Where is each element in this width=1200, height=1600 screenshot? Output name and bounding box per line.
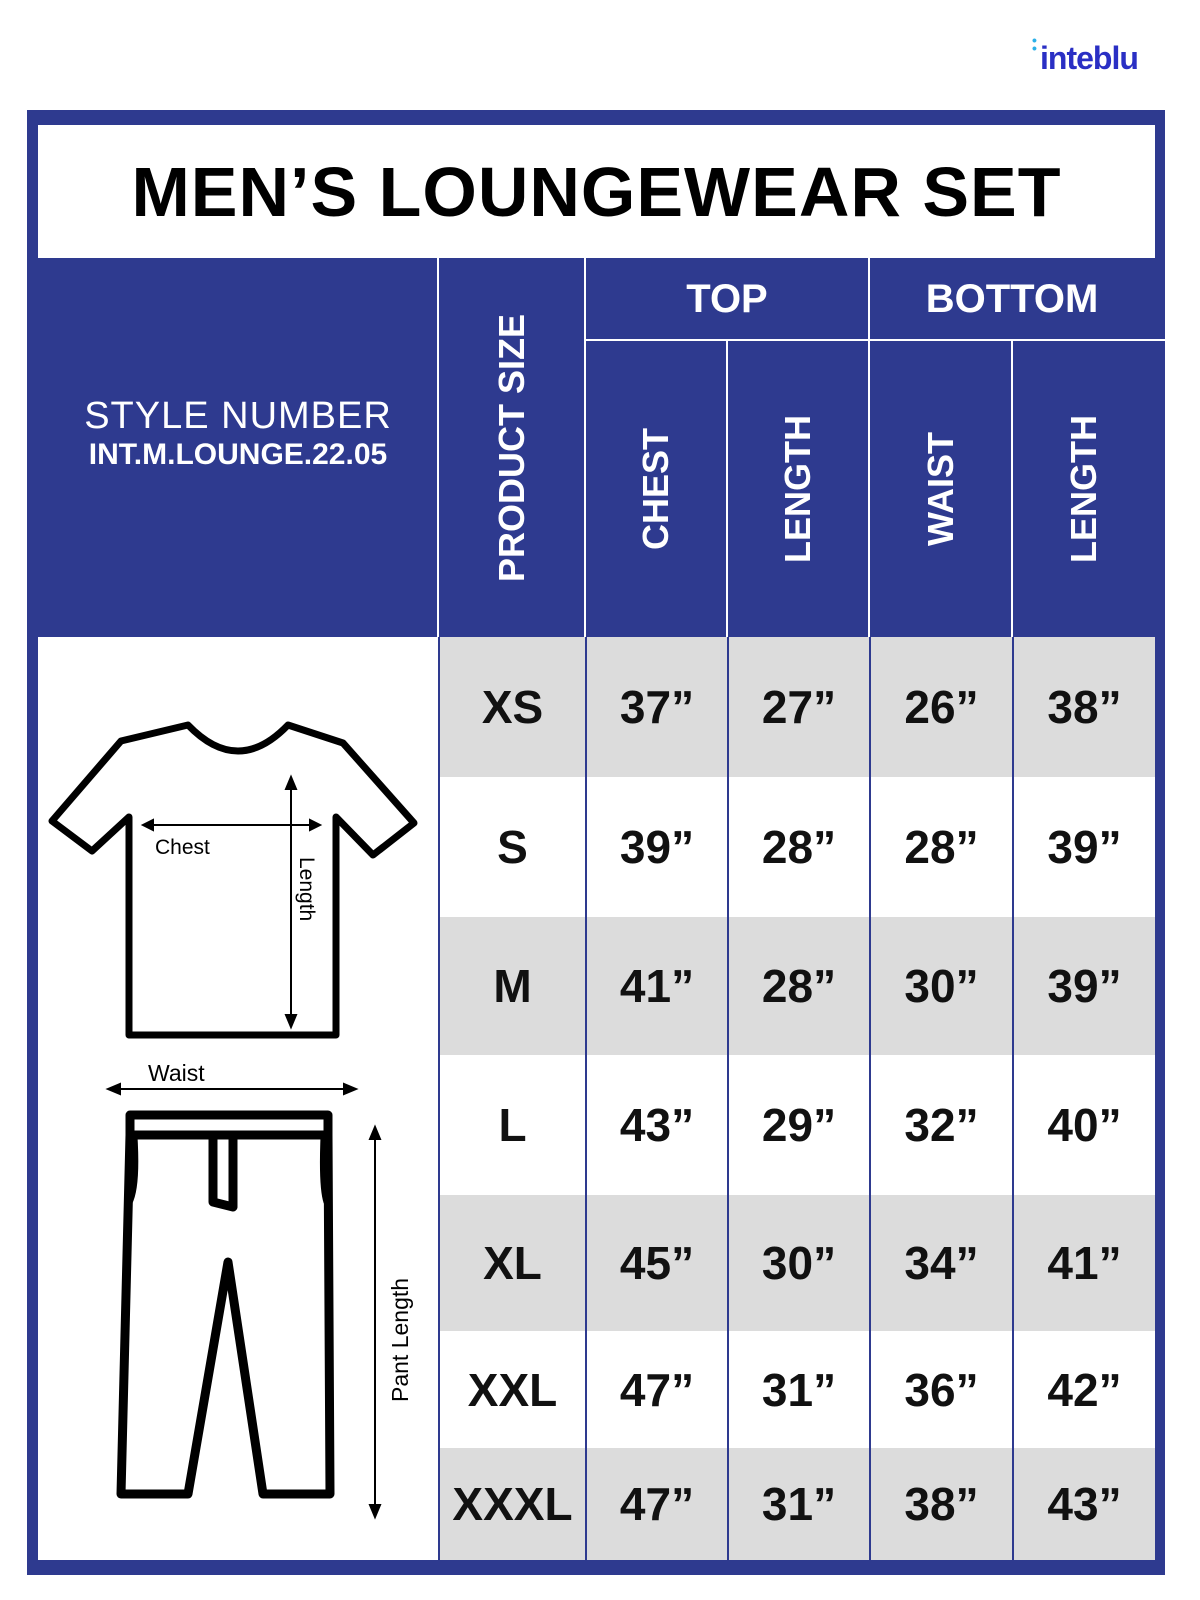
title-box: MEN’S LOUNGEWEAR SET (38, 125, 1155, 258)
cell-chest: 47” (585, 1331, 727, 1448)
pant-length-label: Pant Length (387, 1278, 413, 1402)
cell-bottom-length: 38” (1012, 637, 1155, 777)
table-row: XL 45” 30” 34” 41” (438, 1195, 1155, 1331)
header-bottom: BOTTOM (925, 276, 1099, 321)
logo-dots-icon: • • (1032, 32, 1037, 56)
cell-bottom-length: 43” (1012, 1448, 1155, 1560)
header-product-size: PRODUCT SIZE (490, 313, 532, 582)
style-number: STYLE NUMBER INT.M.LOUNGE.22.05 (38, 395, 438, 472)
table-row: XS 37” 27” 26” 38” (438, 637, 1155, 777)
page-title: MEN’S LOUNGEWEAR SET (131, 152, 1062, 231)
table-row: M 41” 28” 30” 39” (438, 917, 1155, 1055)
style-value: INT.M.LOUNGE.22.05 (88, 438, 388, 471)
cell-waist: 32” (869, 1055, 1012, 1195)
cell-top-length: 27” (727, 637, 869, 777)
garment-diagram: Chest Length Waist Pant Length (48, 721, 418, 1520)
header-chest: CHEST (634, 427, 676, 550)
cell-chest: 43” (585, 1055, 727, 1195)
divider (584, 258, 586, 637)
garment-illustration: Chest Length Waist Pant Length (38, 637, 438, 1560)
cell-size: XL (438, 1195, 585, 1331)
cell-bottom-length: 41” (1012, 1195, 1155, 1331)
tshirt-arrows (105, 774, 382, 1520)
cell-chest: 41” (585, 917, 727, 1055)
cell-waist: 28” (869, 777, 1012, 917)
header-top-length: LENGTH (777, 414, 818, 563)
brand-logo: • • inteblu (1032, 32, 1139, 76)
pants-icon (116, 1110, 335, 1499)
cell-top-length: 28” (727, 917, 869, 1055)
cell-size: XXL (438, 1331, 585, 1448)
cell-waist: 36” (869, 1331, 1012, 1448)
cell-waist: 38” (869, 1448, 1012, 1560)
cell-chest: 37” (585, 637, 727, 777)
cell-bottom-length: 40” (1012, 1055, 1155, 1195)
cell-top-length: 31” (727, 1331, 869, 1448)
header-waist: WAIST (919, 431, 961, 546)
cell-top-length: 30” (727, 1195, 869, 1331)
table-row: XXXL 47” 31” 38” 43” (438, 1448, 1155, 1560)
cell-waist: 26” (869, 637, 1012, 777)
cell-size: M (438, 917, 585, 1055)
header-top: TOP (686, 276, 768, 321)
table-row: S 39” 28” 28” 39” (438, 777, 1155, 917)
divider (585, 339, 1165, 341)
cell-size: XXXL (438, 1448, 585, 1560)
cell-bottom-length: 39” (1012, 777, 1155, 917)
divider (437, 258, 439, 637)
cell-waist: 34” (869, 1195, 1012, 1331)
waist-label: Waist (148, 1060, 205, 1086)
cell-chest: 39” (585, 777, 727, 917)
header-bottom-length: LENGTH (1062, 414, 1104, 563)
cell-bottom-length: 42” (1012, 1331, 1155, 1448)
cell-waist: 30” (869, 917, 1012, 1055)
divider (726, 340, 728, 637)
chest-label: Chest (155, 836, 210, 859)
cell-size: L (438, 1055, 585, 1195)
cell-bottom-length: 39” (1012, 917, 1155, 1055)
divider (1011, 340, 1013, 637)
table-row: L 43” 29” 32” 40” (438, 1055, 1155, 1195)
cell-chest: 47” (585, 1448, 727, 1560)
cell-top-length: 29” (727, 1055, 869, 1195)
table-row: XXL 47” 31” 36” 42” (438, 1331, 1155, 1448)
cell-size: S (438, 777, 585, 917)
cell-top-length: 28” (727, 777, 869, 917)
cell-size: XS (438, 637, 585, 777)
cell-chest: 45” (585, 1195, 727, 1331)
cell-top-length: 31” (727, 1448, 869, 1560)
divider (868, 258, 870, 637)
length-label: Length (295, 857, 318, 921)
tshirt-icon (48, 721, 418, 1039)
style-label: STYLE NUMBER (84, 395, 392, 437)
